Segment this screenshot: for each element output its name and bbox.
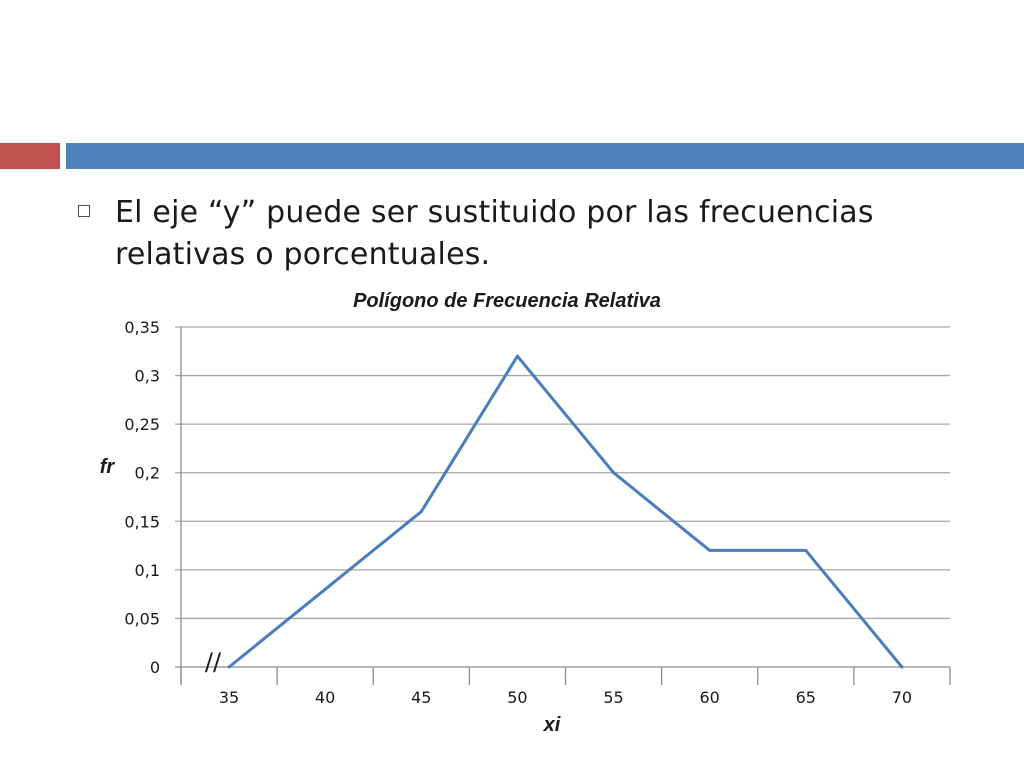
y-tick-label: 0,3	[135, 367, 160, 386]
x-axis-title: xi	[543, 714, 561, 736]
y-tick-label: 0,15	[124, 512, 160, 531]
series-line	[228, 354, 904, 669]
x-tick-label: 55	[603, 688, 623, 707]
square-bullet-icon	[78, 205, 90, 217]
bullet-text: El eje “y” puede ser sustituido por las …	[115, 195, 874, 272]
data-point	[708, 548, 712, 552]
data-point	[612, 471, 616, 475]
data-point	[515, 354, 519, 358]
y-tick-label: 0,25	[124, 415, 160, 434]
data-point	[900, 665, 904, 669]
data-point	[227, 665, 231, 669]
chart-title: Polígono de Frecuencia Relativa	[353, 290, 661, 312]
x-tick-label: 40	[315, 688, 335, 707]
x-tick-label: 65	[796, 688, 816, 707]
x-tick-label: 35	[219, 688, 239, 707]
y-tick-label: 0,05	[124, 609, 160, 628]
axis-break-mark: //	[205, 648, 222, 676]
header-bar	[66, 143, 1024, 169]
x-tick-label: 50	[507, 688, 527, 707]
header-accent-bar	[0, 143, 60, 169]
y-tick-label: 0,2	[135, 464, 160, 483]
data-point	[804, 548, 808, 552]
y-tick-label: 0	[150, 658, 160, 677]
x-tick-label: 45	[411, 688, 431, 707]
x-tick-label: 70	[892, 688, 912, 707]
x-tick-label: 60	[700, 688, 720, 707]
y-tick-label: 0,1	[135, 561, 160, 580]
data-point	[419, 510, 423, 514]
data-point	[323, 587, 327, 591]
y-tick-label: 0,35	[124, 318, 160, 337]
y-axis-title: fr	[100, 456, 116, 478]
